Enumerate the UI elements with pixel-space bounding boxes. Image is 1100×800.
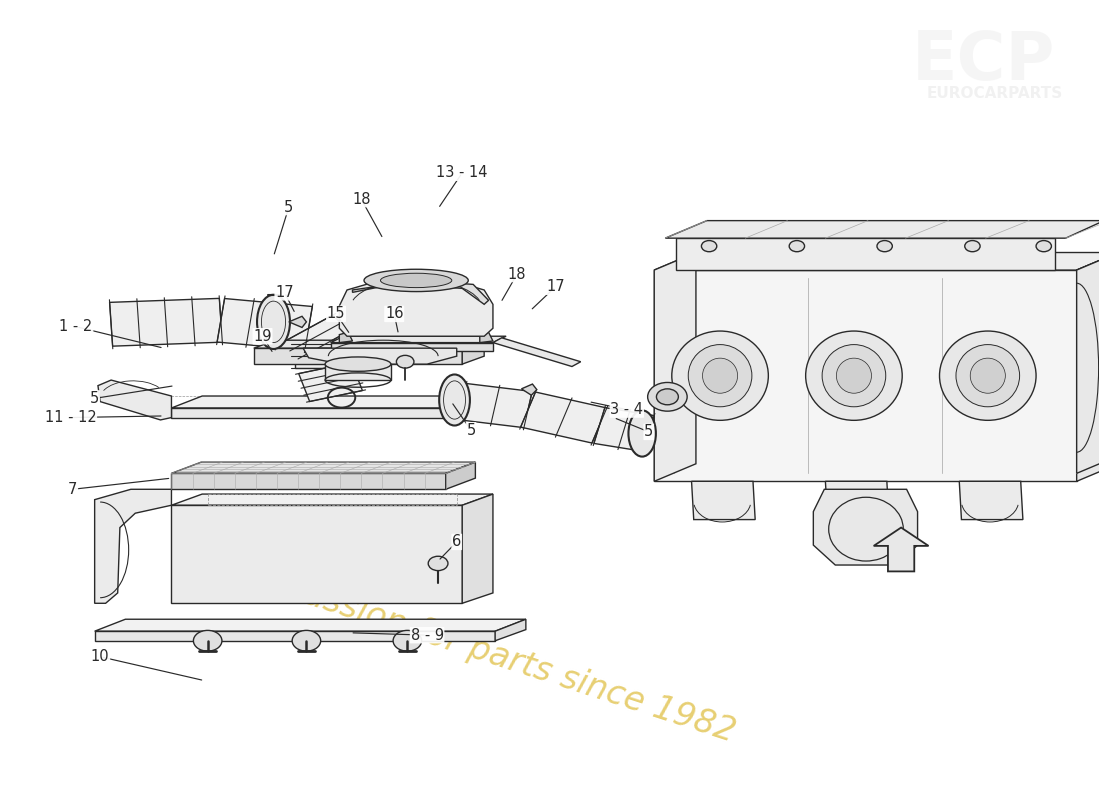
- Polygon shape: [172, 396, 493, 408]
- Polygon shape: [676, 238, 1055, 270]
- Polygon shape: [654, 253, 1100, 270]
- Polygon shape: [462, 396, 493, 418]
- Polygon shape: [217, 298, 312, 350]
- Circle shape: [965, 241, 980, 252]
- Circle shape: [1036, 241, 1052, 252]
- Polygon shape: [326, 364, 390, 380]
- Circle shape: [194, 630, 222, 651]
- Circle shape: [702, 241, 717, 252]
- Polygon shape: [813, 490, 917, 565]
- Ellipse shape: [439, 374, 470, 426]
- Ellipse shape: [672, 331, 768, 420]
- Ellipse shape: [381, 274, 452, 287]
- Polygon shape: [289, 316, 307, 327]
- Ellipse shape: [628, 410, 656, 457]
- Text: 16: 16: [385, 306, 404, 322]
- Polygon shape: [654, 253, 696, 482]
- Text: 17: 17: [275, 285, 294, 300]
- Ellipse shape: [822, 345, 886, 406]
- Polygon shape: [352, 281, 488, 304]
- Polygon shape: [520, 392, 607, 443]
- Polygon shape: [95, 490, 172, 603]
- Polygon shape: [110, 298, 222, 346]
- Text: 13 - 14: 13 - 14: [437, 166, 488, 180]
- Ellipse shape: [970, 358, 1005, 394]
- Text: EUROCARPARTS: EUROCARPARTS: [926, 86, 1063, 101]
- Polygon shape: [172, 494, 493, 506]
- Polygon shape: [331, 342, 493, 350]
- Circle shape: [396, 355, 414, 368]
- Text: 18: 18: [508, 266, 526, 282]
- Polygon shape: [1077, 253, 1100, 474]
- Text: 6: 6: [452, 534, 461, 550]
- Ellipse shape: [257, 294, 290, 349]
- Polygon shape: [304, 348, 456, 364]
- Polygon shape: [462, 340, 484, 364]
- Polygon shape: [446, 462, 475, 490]
- Circle shape: [657, 389, 679, 405]
- Text: 10: 10: [91, 650, 110, 664]
- Ellipse shape: [805, 331, 902, 420]
- Circle shape: [648, 382, 688, 411]
- Polygon shape: [692, 482, 756, 519]
- Polygon shape: [873, 527, 928, 571]
- Polygon shape: [172, 506, 462, 603]
- Polygon shape: [295, 344, 355, 368]
- Polygon shape: [95, 631, 495, 641]
- Circle shape: [789, 241, 804, 252]
- Text: 8 - 9: 8 - 9: [410, 628, 443, 642]
- Polygon shape: [172, 408, 462, 418]
- Circle shape: [393, 630, 421, 651]
- Text: 15: 15: [327, 306, 345, 322]
- Polygon shape: [654, 270, 1077, 482]
- Polygon shape: [666, 221, 1100, 238]
- Text: 3 - 4: 3 - 4: [610, 402, 643, 417]
- Polygon shape: [331, 336, 506, 342]
- Text: 19: 19: [253, 329, 272, 344]
- Polygon shape: [462, 494, 493, 603]
- Ellipse shape: [689, 345, 752, 406]
- Polygon shape: [254, 340, 484, 348]
- Text: a passion for parts since 1982: a passion for parts since 1982: [251, 562, 740, 749]
- Text: 5: 5: [90, 391, 99, 406]
- Polygon shape: [254, 348, 462, 364]
- Polygon shape: [299, 362, 362, 402]
- Polygon shape: [98, 380, 172, 420]
- Polygon shape: [458, 383, 532, 428]
- Polygon shape: [594, 408, 654, 451]
- Text: 5: 5: [466, 422, 475, 438]
- Polygon shape: [172, 474, 446, 490]
- Text: 5: 5: [645, 424, 653, 439]
- Ellipse shape: [326, 357, 390, 371]
- Text: 1 - 2: 1 - 2: [59, 319, 92, 334]
- Ellipse shape: [939, 331, 1036, 420]
- Text: 5: 5: [284, 199, 294, 214]
- Polygon shape: [521, 384, 537, 395]
- Text: ECP: ECP: [912, 28, 1055, 94]
- Ellipse shape: [364, 270, 469, 291]
- Ellipse shape: [836, 358, 871, 394]
- Polygon shape: [825, 482, 889, 519]
- Text: 11 - 12: 11 - 12: [45, 410, 97, 425]
- Polygon shape: [339, 332, 352, 342]
- Polygon shape: [339, 282, 493, 336]
- Circle shape: [877, 241, 892, 252]
- Polygon shape: [285, 315, 349, 358]
- Polygon shape: [493, 338, 581, 366]
- Circle shape: [428, 556, 448, 570]
- Polygon shape: [172, 462, 475, 474]
- Text: 17: 17: [547, 279, 564, 294]
- Text: 7: 7: [68, 482, 77, 497]
- Ellipse shape: [956, 345, 1020, 406]
- Polygon shape: [495, 619, 526, 641]
- Polygon shape: [1077, 253, 1100, 482]
- Text: 18: 18: [352, 192, 371, 206]
- Polygon shape: [95, 619, 526, 631]
- Polygon shape: [480, 332, 493, 342]
- Ellipse shape: [703, 358, 738, 394]
- Circle shape: [293, 630, 321, 651]
- Polygon shape: [959, 482, 1023, 519]
